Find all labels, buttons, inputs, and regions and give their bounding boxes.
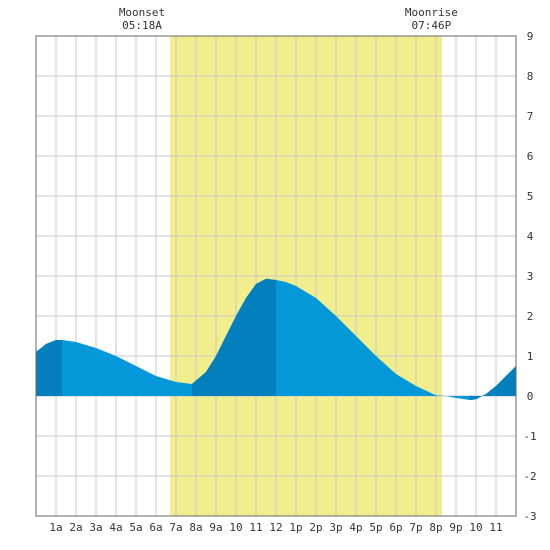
x-tick-label: 6a xyxy=(149,521,162,534)
y-tick-label: 0 xyxy=(527,390,534,403)
moon-event-label: Moonset xyxy=(119,6,165,19)
x-tick-label: 10 xyxy=(469,521,482,534)
plot-frame xyxy=(35,35,517,517)
y-tick-label: 1 xyxy=(527,350,534,363)
x-tick-label: 8a xyxy=(189,521,202,534)
x-tick-label: 2a xyxy=(69,521,82,534)
y-tick-label: -1 xyxy=(523,430,536,443)
x-tick-label: 1a xyxy=(49,521,62,534)
y-tick-label: 2 xyxy=(527,310,534,323)
x-tick-label: 6p xyxy=(389,521,402,534)
x-tick-label: 8p xyxy=(429,521,442,534)
x-tick-label: 9p xyxy=(449,521,462,534)
tide-area-dark xyxy=(470,366,516,400)
y-tick-label: 3 xyxy=(527,270,534,283)
x-tick-label: 5a xyxy=(129,521,142,534)
y-tick-label: 6 xyxy=(527,150,534,163)
x-tick-label: 11 xyxy=(249,521,262,534)
x-tick-label: 7p xyxy=(409,521,422,534)
moon-event-time: 07:46P xyxy=(412,19,452,32)
x-tick-label: 4a xyxy=(109,521,122,534)
y-tick-label: -2 xyxy=(523,470,536,483)
x-tick-label: 3a xyxy=(89,521,102,534)
moon-event-label: Moonrise xyxy=(405,6,458,19)
x-tick-label: 3p xyxy=(329,521,342,534)
tide-area-dark xyxy=(192,278,276,396)
x-tick-label: 10 xyxy=(229,521,242,534)
x-tick-label: 9a xyxy=(209,521,222,534)
x-tick-label: 4p xyxy=(349,521,362,534)
y-tick-label: 4 xyxy=(527,230,534,243)
x-tick-label: 11 xyxy=(489,521,502,534)
x-tick-label: 1p xyxy=(289,521,302,534)
y-tick-label: 9 xyxy=(527,30,534,43)
y-tick-label: 8 xyxy=(527,70,534,83)
y-tick-label: -3 xyxy=(523,510,536,523)
tide-area-dark xyxy=(36,340,62,396)
y-tick-label: 5 xyxy=(527,190,534,203)
x-tick-label: 5p xyxy=(369,521,382,534)
x-tick-label: 12 xyxy=(269,521,282,534)
moon-event-time: 05:18A xyxy=(122,19,162,32)
y-tick-label: 7 xyxy=(527,110,534,123)
x-tick-label: 2p xyxy=(309,521,322,534)
x-tick-label: 7a xyxy=(169,521,182,534)
